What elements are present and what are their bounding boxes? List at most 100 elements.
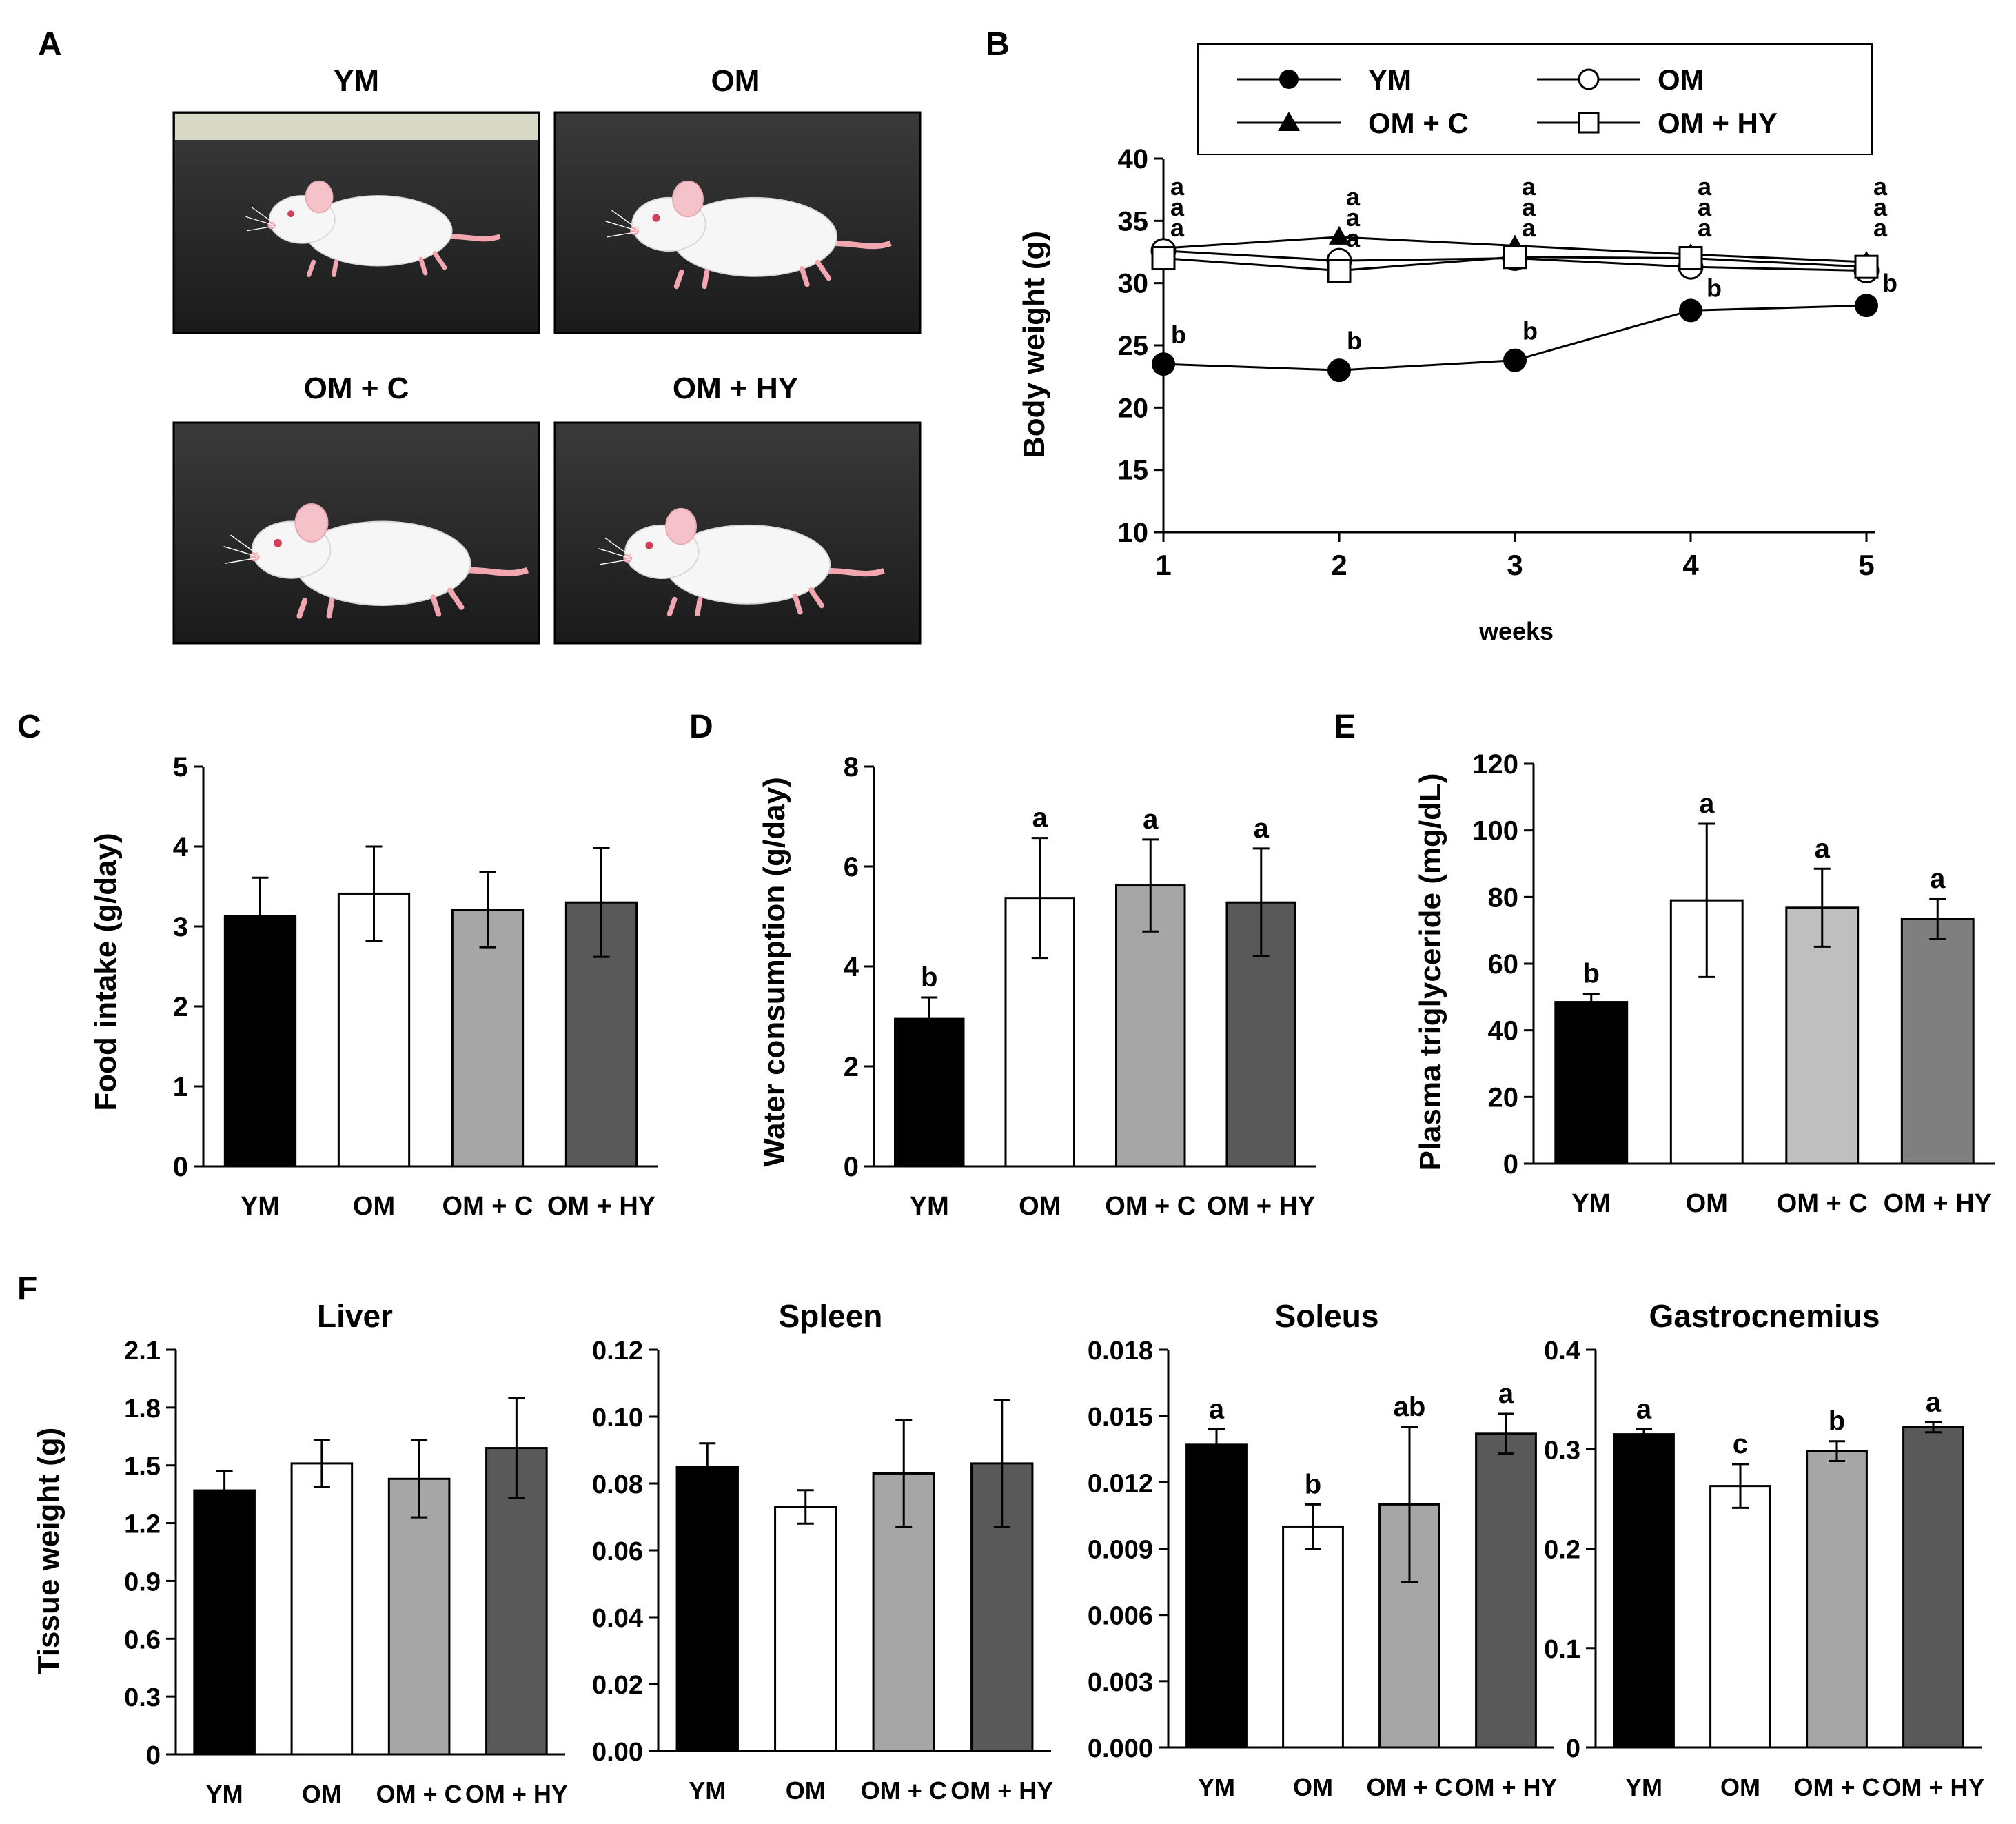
category-label-om-c: OM + C (1793, 1773, 1880, 1801)
photo-om-c (172, 421, 540, 645)
photo-om-hy (553, 421, 922, 645)
significance-letter-om-c: a (1143, 804, 1159, 835)
bar-om-hy (1900, 918, 1975, 1165)
y-tick-label: 0.00 (592, 1738, 643, 1767)
bar-ym (1613, 1433, 1675, 1749)
category-label-ym: YM (1571, 1189, 1611, 1218)
y-tick-label: 0.1 (1544, 1635, 1580, 1664)
y-axis-label: Food intake (g/day) (89, 833, 123, 1111)
y-tick-label: 60 (1488, 949, 1519, 980)
bar-chart-gastrocnemius: Gastrocnemius 0 0.1 0.2 0.3 0.4 a YM c OM b OM + C… (1544, 1298, 1984, 1801)
y-tick-label: 4 (844, 952, 859, 982)
y-tick-label: 0.3 (1544, 1436, 1580, 1465)
panel-letter-b: B (986, 26, 1010, 63)
significance-letter-om-c: a (1815, 833, 1831, 864)
y-tick-label: 25 (1118, 331, 1149, 361)
significance-letter-ym: b (1583, 959, 1600, 989)
bar-chart-spleen: Spleen 0.00 0.02 0.04 0.06 0.08 0.10 0.12 YM OM O… (592, 1298, 1053, 1805)
category-label-ym: YM (1625, 1773, 1662, 1801)
x-tick-label: 3 (1507, 549, 1523, 581)
y-tick-label: 0 (844, 1152, 859, 1182)
line-chart-body-weight: YM OM OM + C OM + HY Body weight (g) wee… (1017, 43, 1897, 645)
y-tick-label: 0.003 (1088, 1668, 1153, 1697)
significance-letter-om-c: a (1522, 193, 1536, 221)
photo-title-om-c: OM + C (304, 372, 409, 405)
bar-om (1709, 1485, 1771, 1749)
photo-title-om: OM (711, 64, 760, 98)
category-label-om-hy: OM + HY (950, 1776, 1053, 1805)
bar-ym (193, 1489, 256, 1756)
significance-letter-om-c: a (1346, 203, 1361, 232)
category-label-ym: YM (689, 1776, 726, 1805)
significance-letter-om-hy: a (1522, 214, 1536, 242)
significance-letter-om-c: b (1829, 1406, 1845, 1437)
y-tick-label: 0.10 (592, 1404, 643, 1432)
point-ym (1152, 352, 1175, 376)
bar-om-hy (1475, 1432, 1537, 1749)
bar-om-hy (1902, 1426, 1964, 1749)
significance-letter-om-c: a (1698, 193, 1712, 221)
significance-letter-om-hy: a (1170, 214, 1185, 242)
significance-letter-om: a (1873, 172, 1888, 201)
y-tick-label: 8 (844, 752, 859, 782)
category-label-ym: YM (910, 1192, 949, 1221)
photo-panel: YM OM OM + C OM + HY (172, 64, 922, 645)
category-label-ym: YM (1198, 1773, 1235, 1801)
significance-letter-om: a (1698, 172, 1712, 201)
y-tick-label: 10 (1118, 518, 1149, 548)
bar-om-c (872, 1472, 935, 1752)
legend-om-c-label: OM + C (1368, 107, 1469, 139)
legend-ym-label: YM (1368, 63, 1412, 96)
bar-chart-liver: Liver Tissue weight (g) 0 0.3 0.6 0.9 1.2 1.5… (32, 1298, 568, 1808)
significance-letter-om: a (1699, 789, 1715, 819)
category-label-om-c: OM + C (1777, 1189, 1868, 1218)
y-tick-label: 0.6 (124, 1625, 161, 1654)
photo-ym (172, 111, 540, 334)
y-tick-label: 2.1 (124, 1337, 161, 1366)
significance-letter-ym: b (1707, 274, 1722, 302)
y-tick-label: 0.02 (592, 1671, 643, 1700)
y-tick-label: 80 (1488, 882, 1519, 913)
y-tick-label: 4 (173, 832, 189, 862)
legend-om-c: OM + C (1237, 107, 1469, 139)
significance-letter-om-hy: a (1254, 813, 1270, 844)
x-tick-label: 5 (1858, 549, 1874, 581)
point-om-hy (1151, 246, 1176, 271)
y-tick-label: 35 (1118, 206, 1149, 236)
y-tick-label: 5 (173, 752, 188, 782)
bar-om-c (451, 909, 525, 1168)
point-ym (1327, 358, 1351, 383)
y-tick-label: 0.4 (1544, 1337, 1580, 1366)
category-label-om: OM (786, 1776, 826, 1805)
y-tick-label: 20 (1488, 1082, 1519, 1113)
category-label-om-hy: OM + HY (547, 1192, 655, 1221)
y-tick-label: 0.9 (124, 1568, 161, 1597)
chart-title: Soleus (1275, 1298, 1379, 1334)
photo-om (553, 111, 922, 334)
bar-ym (1554, 1001, 1629, 1165)
bar-ym (223, 915, 297, 1168)
y-tick-label: 40 (1118, 144, 1149, 174)
y-axis-label: Body weight (g) (1017, 231, 1051, 458)
y-tick-label: 40 (1488, 1016, 1519, 1046)
y-tick-label: 120 (1472, 749, 1518, 780)
y-tick-label: 0.04 (592, 1604, 643, 1633)
panel-letter-f: F (17, 1270, 37, 1307)
bar-om-c (1806, 1450, 1868, 1749)
y-tick-label: 0.015 (1088, 1403, 1153, 1432)
category-label-om-hy: OM + HY (1884, 1189, 1992, 1218)
y-tick-label: 0 (1503, 1149, 1518, 1179)
photo-title-ym: YM (334, 64, 379, 98)
y-tick-label: 6 (844, 852, 859, 882)
legend-ym: YM (1237, 63, 1412, 96)
significance-letter-ym: b (921, 962, 937, 993)
point-om-hy (1503, 245, 1527, 270)
significance-letter-om-hy: a (1873, 214, 1888, 242)
legend-om-hy: OM + HY (1537, 107, 1778, 139)
significance-letter-om: a (1522, 172, 1536, 201)
category-label-om-c: OM + C (376, 1780, 462, 1808)
y-tick-label: 0.006 (1088, 1602, 1153, 1631)
significance-letter-ym: a (1209, 1394, 1225, 1424)
y-tick-label: 0 (1566, 1734, 1580, 1763)
